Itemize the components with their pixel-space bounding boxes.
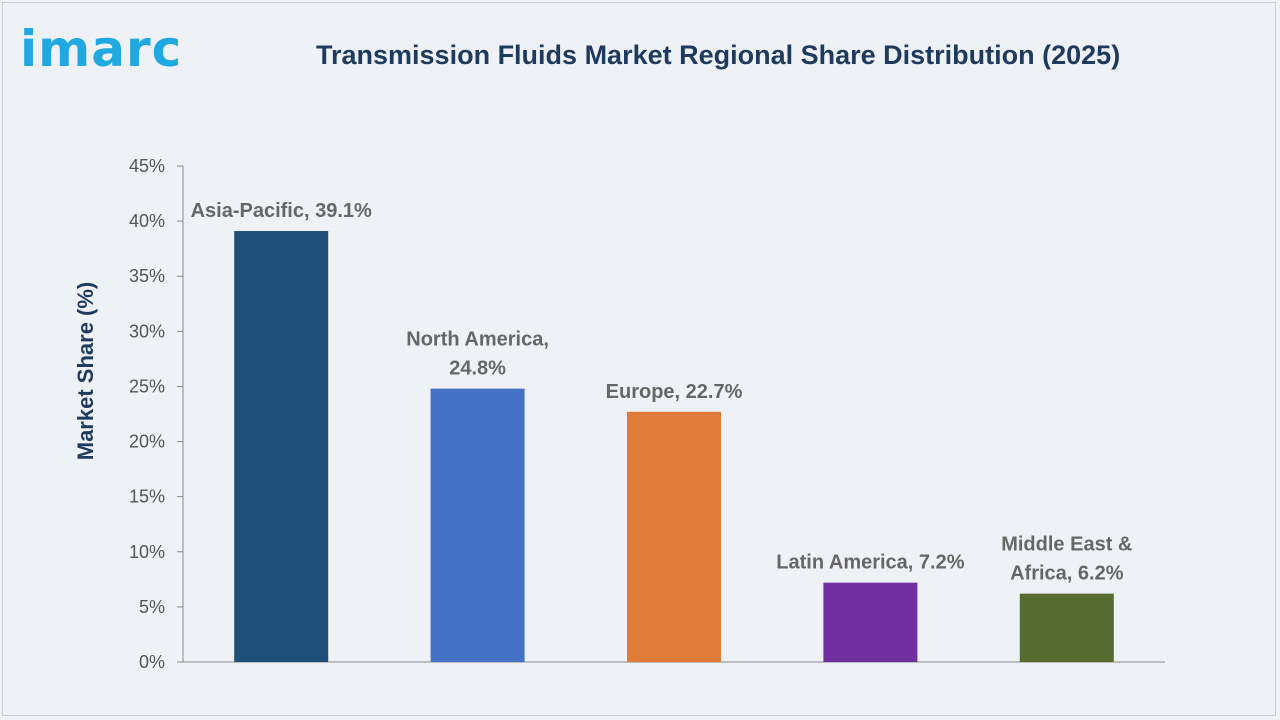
bar-north-america — [430, 388, 525, 662]
y-tick-label: 25% — [129, 376, 165, 396]
data-label: Latin America, 7.2% — [776, 552, 964, 574]
y-tick-label: 15% — [129, 487, 165, 507]
data-label: Europe, 22.7% — [606, 381, 743, 403]
bar-asia-pacific — [234, 231, 329, 662]
y-axis-label: Market Share (%) — [73, 282, 98, 461]
y-tick-label: 10% — [129, 542, 165, 562]
y-tick-label: 5% — [139, 597, 165, 617]
data-label: Middle East & — [1001, 534, 1132, 556]
y-tick-label: 20% — [129, 432, 165, 452]
axes: 0% 5% 10% 15% 20% 25% 30% 35% 40% 45% — [129, 156, 1165, 672]
y-tick-label: 0% — [139, 652, 165, 672]
data-label: Africa, 6.2% — [1010, 563, 1124, 585]
bar-europe — [627, 411, 721, 662]
data-labels: Asia-Pacific, 39.1% North America, 24.8% Eu… — [191, 200, 1133, 585]
data-label: Asia-Pacific, 39.1% — [191, 200, 372, 222]
bars — [234, 231, 1114, 662]
y-tick-label: 30% — [129, 321, 165, 341]
y-tick-label: 40% — [129, 211, 165, 231]
data-label: North America, — [406, 329, 549, 351]
bar-latin-america — [823, 582, 918, 662]
y-tick-label: 35% — [129, 266, 165, 286]
chart-title: Transmission Fluids Market Regional Shar… — [316, 40, 1121, 70]
bar-middle-east-africa — [1019, 593, 1114, 662]
imarc-logo: imarc — [20, 20, 183, 78]
data-label: 24.8% — [449, 358, 506, 380]
y-tick-label: 45% — [129, 156, 165, 176]
